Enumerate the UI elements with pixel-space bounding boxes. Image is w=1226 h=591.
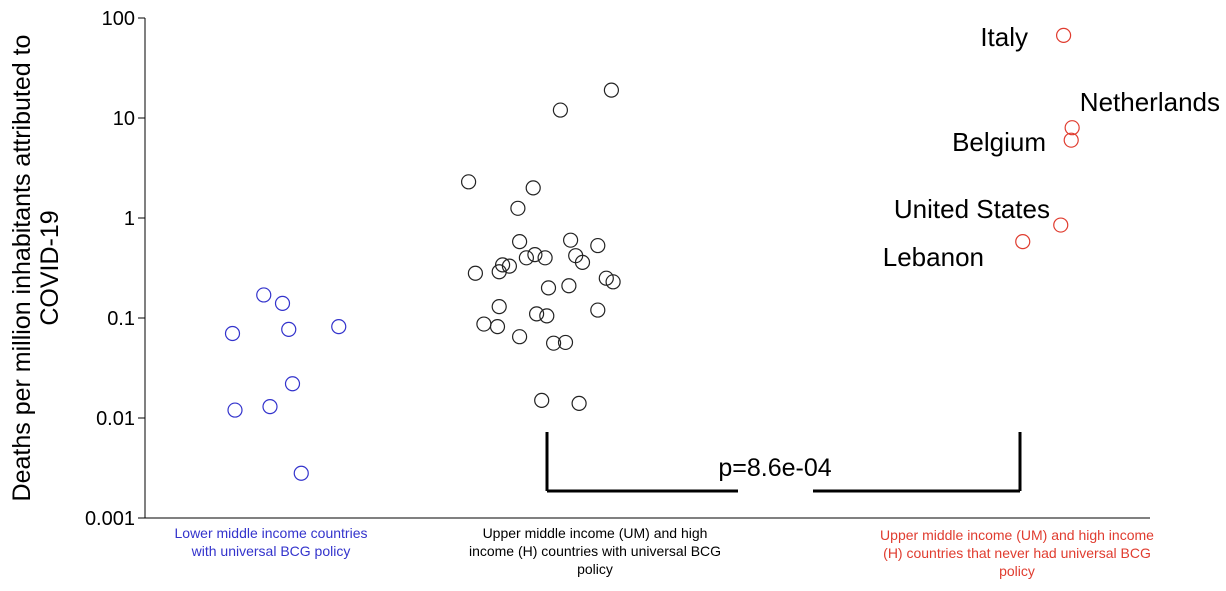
category-label: policy [999,563,1035,579]
point-label: Lebanon [883,242,984,272]
point-labels: Italy Netherlands Belgium United States Leba… [883,22,1220,272]
data-point [1063,132,1079,148]
data-point [224,325,241,342]
data-point [518,250,535,266]
data-point [262,399,278,415]
data-point [476,316,492,332]
point-label: Belgium [952,127,1046,157]
data-point [510,200,526,216]
data-point [331,319,347,335]
point-label: Netherlands [1080,87,1220,117]
y-tick-label: 0.001 [85,508,135,530]
data-point [527,247,543,263]
category-label: (H) countries that never had universal B… [883,545,1151,561]
y-tick-label: 10 [113,108,135,130]
data-point [1015,234,1031,250]
data-point [256,287,272,303]
y-tick-label: 0.01 [96,408,135,430]
data-point [511,329,528,345]
data-point [511,234,528,250]
data-point [525,180,541,196]
category-label: Upper middle income (UM) and high [483,525,708,541]
category-label: income (H) countries with universal BCG [469,543,721,559]
data-point [489,319,506,335]
data-point [603,82,620,98]
category-label: policy [577,561,613,577]
significance-bracket: p=8.6e-04 [545,432,1022,493]
y-tick-label: 1 [124,208,135,230]
data-point [552,102,569,118]
data-point [461,174,477,190]
category-labels: Lower middle income countries with univer… [175,525,1155,579]
data-point [274,295,291,311]
category-label: with universal BCG policy [191,543,351,559]
data-point [491,264,507,280]
data-point [605,274,621,290]
data-point [534,392,550,408]
data-point [571,395,587,411]
data-point [227,402,243,418]
data-point [537,250,553,266]
data-point [467,265,483,281]
y-tick-label: 100 [102,8,135,30]
data-point [491,299,507,315]
data-point [281,321,297,337]
data-point [561,278,577,294]
data-points [224,27,1080,481]
point-label: United States [894,194,1050,224]
data-point [539,308,555,324]
y-label-group: Deaths per million inhabitants attribute… [8,35,64,502]
data-point [1053,217,1069,233]
data-point [557,334,574,351]
data-point [590,302,606,318]
data-point [540,280,557,296]
data-point [1064,120,1080,136]
data-point [1055,27,1072,43]
data-point [545,335,562,351]
y-label-line: COVID-19 [36,210,64,325]
data-point [293,465,309,481]
data-point [574,254,591,270]
category-label: Upper middle income (UM) and high income [880,527,1154,543]
category-label: Lower middle income countries [175,525,368,541]
data-point [590,237,606,254]
y-axis: 0.001 0.01 0.1 1 10 100 [85,8,146,530]
y-axis-label: Deaths per million inhabitants attribute… [8,35,64,502]
point-label: Italy [980,22,1028,52]
data-point [495,257,511,273]
y-label-line: Deaths per million inhabitants attribute… [8,35,36,502]
y-tick-label: 0.1 [107,308,135,330]
p-value-label: p=8.6e-04 [718,454,831,482]
data-point [528,306,545,322]
data-point [562,232,579,248]
data-point [284,376,301,392]
